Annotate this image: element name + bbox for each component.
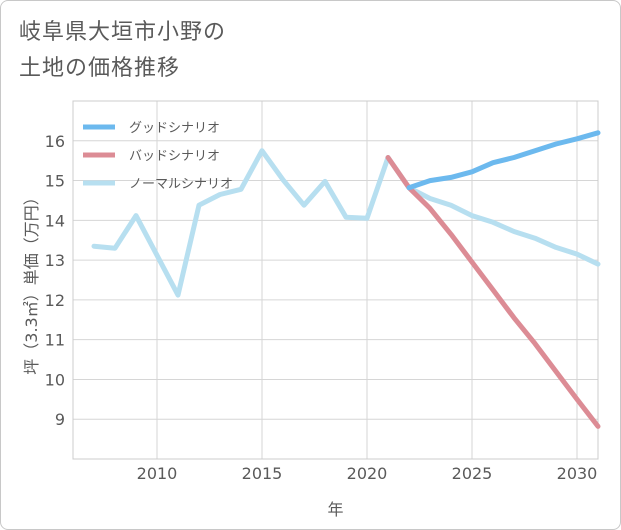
y-tick-label: 11 <box>45 331 65 350</box>
legend-label-good: グッドシナリオ <box>129 121 220 136</box>
y-tick-label: 10 <box>45 370 65 389</box>
y-axis-label: 坪（3.3㎡）単価（万円） <box>22 189 41 374</box>
y-tick-label: 14 <box>45 211 65 230</box>
x-tick-label: 2030 <box>557 464 598 483</box>
y-tick-label: 12 <box>45 291 65 310</box>
chart-title: 岐阜県大垣市小野の 土地の価格推移 <box>19 15 319 87</box>
x-tick-label: 2020 <box>347 464 388 483</box>
chart-title-line2: 土地の価格推移 <box>19 56 181 81</box>
y-tick-label: 13 <box>45 251 65 270</box>
plot-area-frame <box>72 100 599 460</box>
series-line-good <box>406 130 601 191</box>
y-tick-label: 16 <box>45 132 65 151</box>
series-layer <box>91 130 601 429</box>
y-tick-label: 9 <box>55 410 65 429</box>
x-tick-label: 2015 <box>242 464 283 483</box>
y-tick-label: 15 <box>45 172 65 191</box>
chart-title-line1: 岐阜県大垣市小野の <box>19 20 227 45</box>
legend-label-bad: バッドシナリオ <box>129 149 220 164</box>
x-tick-label: 2025 <box>452 464 493 483</box>
series-line-normal <box>91 148 601 298</box>
series-line-bad <box>385 155 601 429</box>
x-axis-label: 年 <box>327 500 343 519</box>
legend-label-normal: ノーマルシナリオ <box>129 177 233 192</box>
tick-labels: 9 10 11 12 13 14 15 16 2010 2015 2020 2025 2030 <box>45 132 598 483</box>
x-tick-label: 2010 <box>137 464 178 483</box>
